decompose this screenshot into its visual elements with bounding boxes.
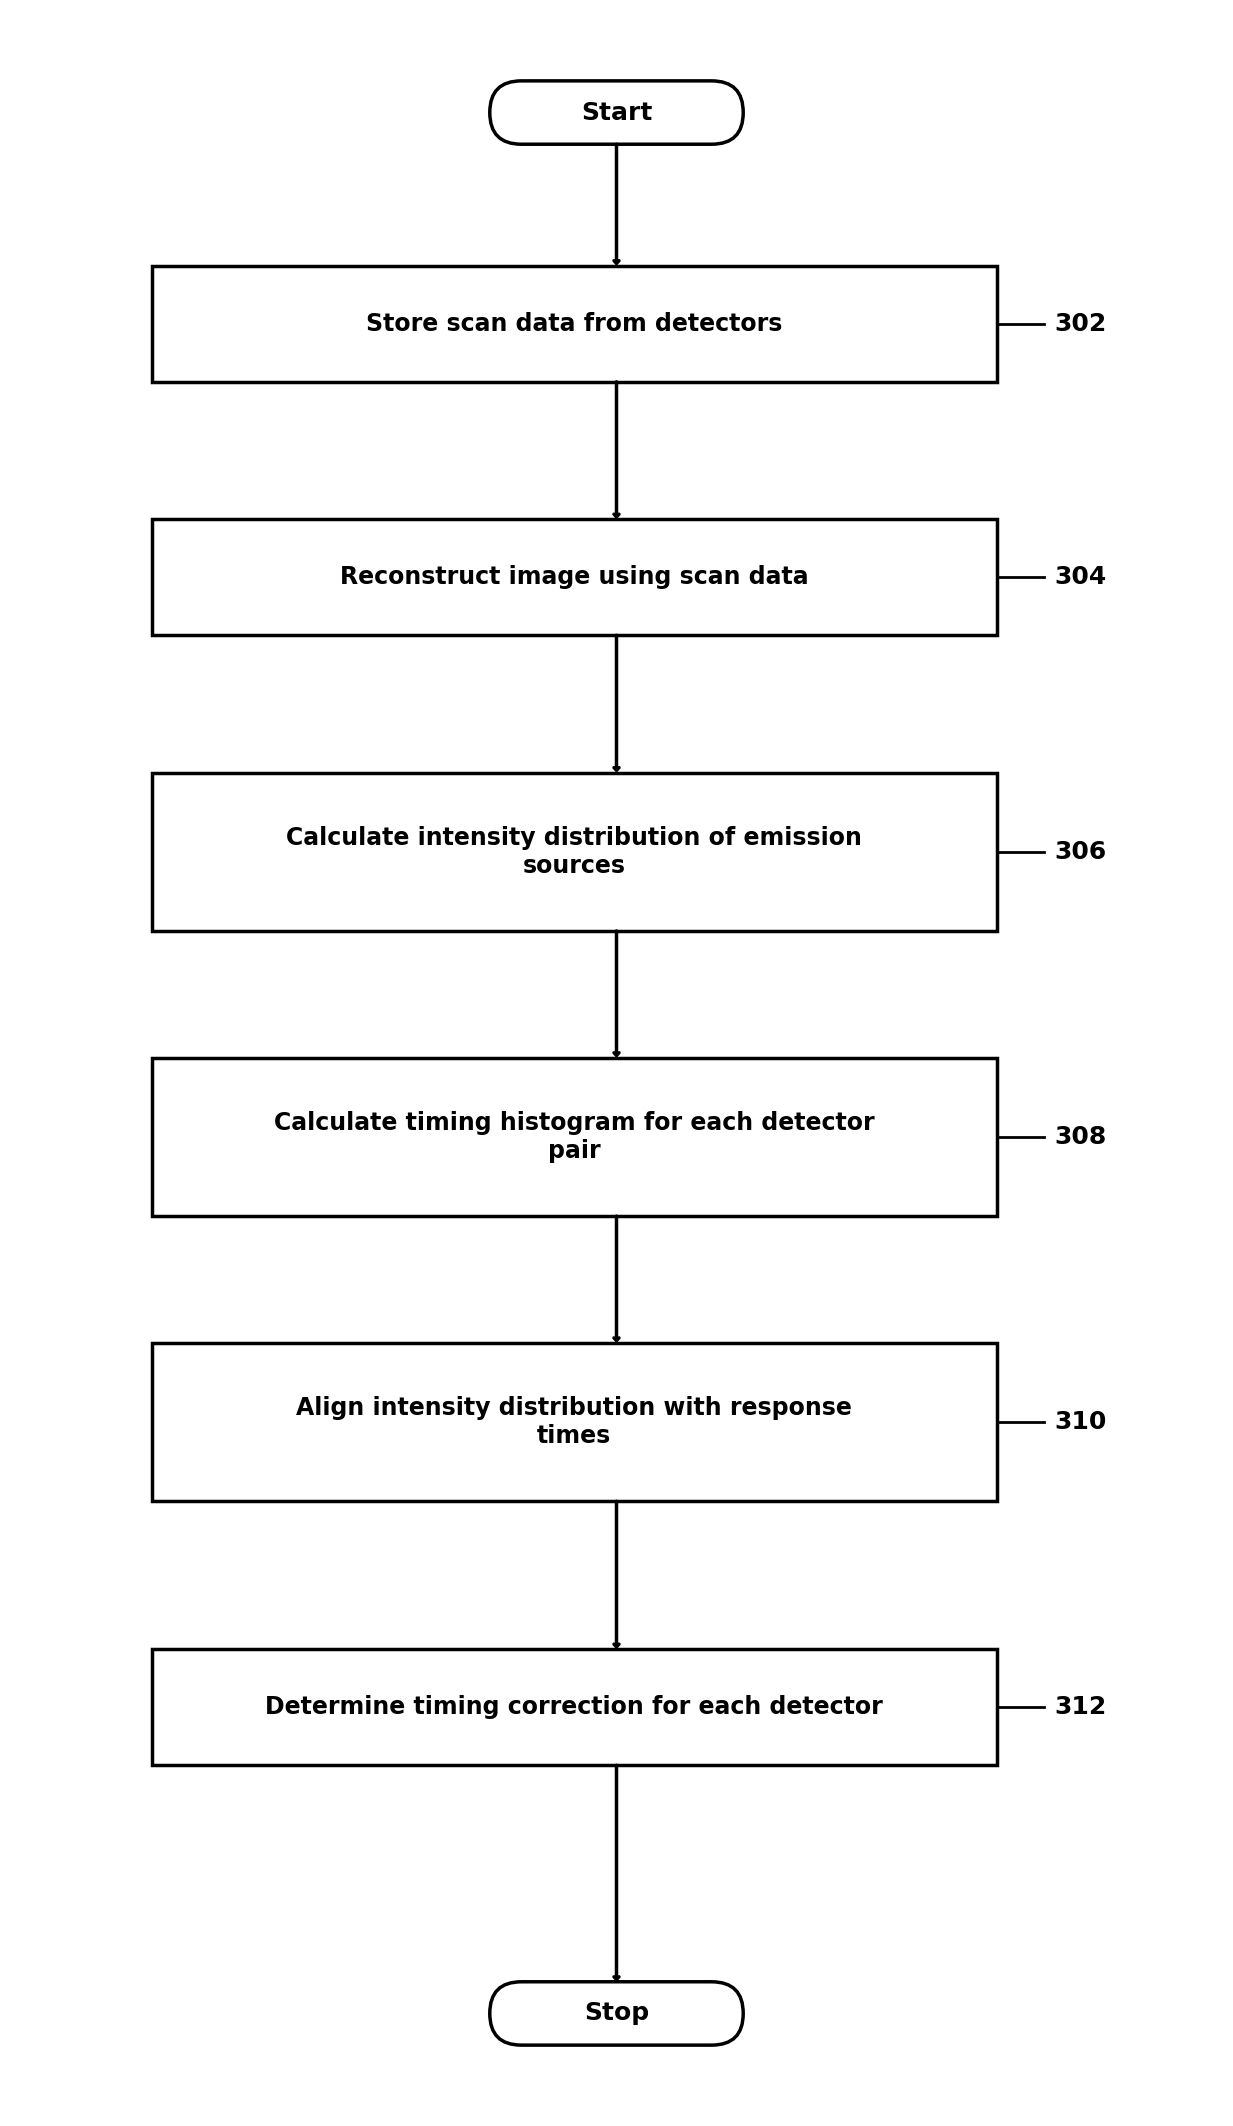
Text: 304: 304: [1054, 566, 1107, 589]
FancyBboxPatch shape: [152, 266, 996, 383]
FancyBboxPatch shape: [490, 1981, 743, 2045]
Text: 308: 308: [1054, 1125, 1107, 1148]
Text: Reconstruct image using scan data: Reconstruct image using scan data: [340, 566, 809, 589]
Text: Store scan data from detectors: Store scan data from detectors: [366, 313, 783, 336]
Text: Start: Start: [581, 100, 652, 125]
Text: Determine timing correction for each detector: Determine timing correction for each det…: [265, 1694, 883, 1720]
FancyBboxPatch shape: [490, 81, 743, 145]
Text: Calculate timing histogram for each detector
pair: Calculate timing histogram for each dete…: [274, 1112, 874, 1163]
FancyBboxPatch shape: [152, 772, 996, 931]
Text: Stop: Stop: [584, 2001, 649, 2026]
Text: 302: 302: [1054, 313, 1107, 336]
FancyBboxPatch shape: [152, 1059, 996, 1216]
Text: Calculate intensity distribution of emission
sources: Calculate intensity distribution of emis…: [286, 825, 862, 878]
Text: Align intensity distribution with response
times: Align intensity distribution with respon…: [296, 1397, 852, 1448]
Text: 312: 312: [1054, 1694, 1107, 1720]
FancyBboxPatch shape: [152, 519, 996, 636]
FancyBboxPatch shape: [152, 1650, 996, 1765]
Text: 310: 310: [1054, 1410, 1107, 1435]
Text: 306: 306: [1054, 840, 1107, 863]
FancyBboxPatch shape: [152, 1344, 996, 1501]
